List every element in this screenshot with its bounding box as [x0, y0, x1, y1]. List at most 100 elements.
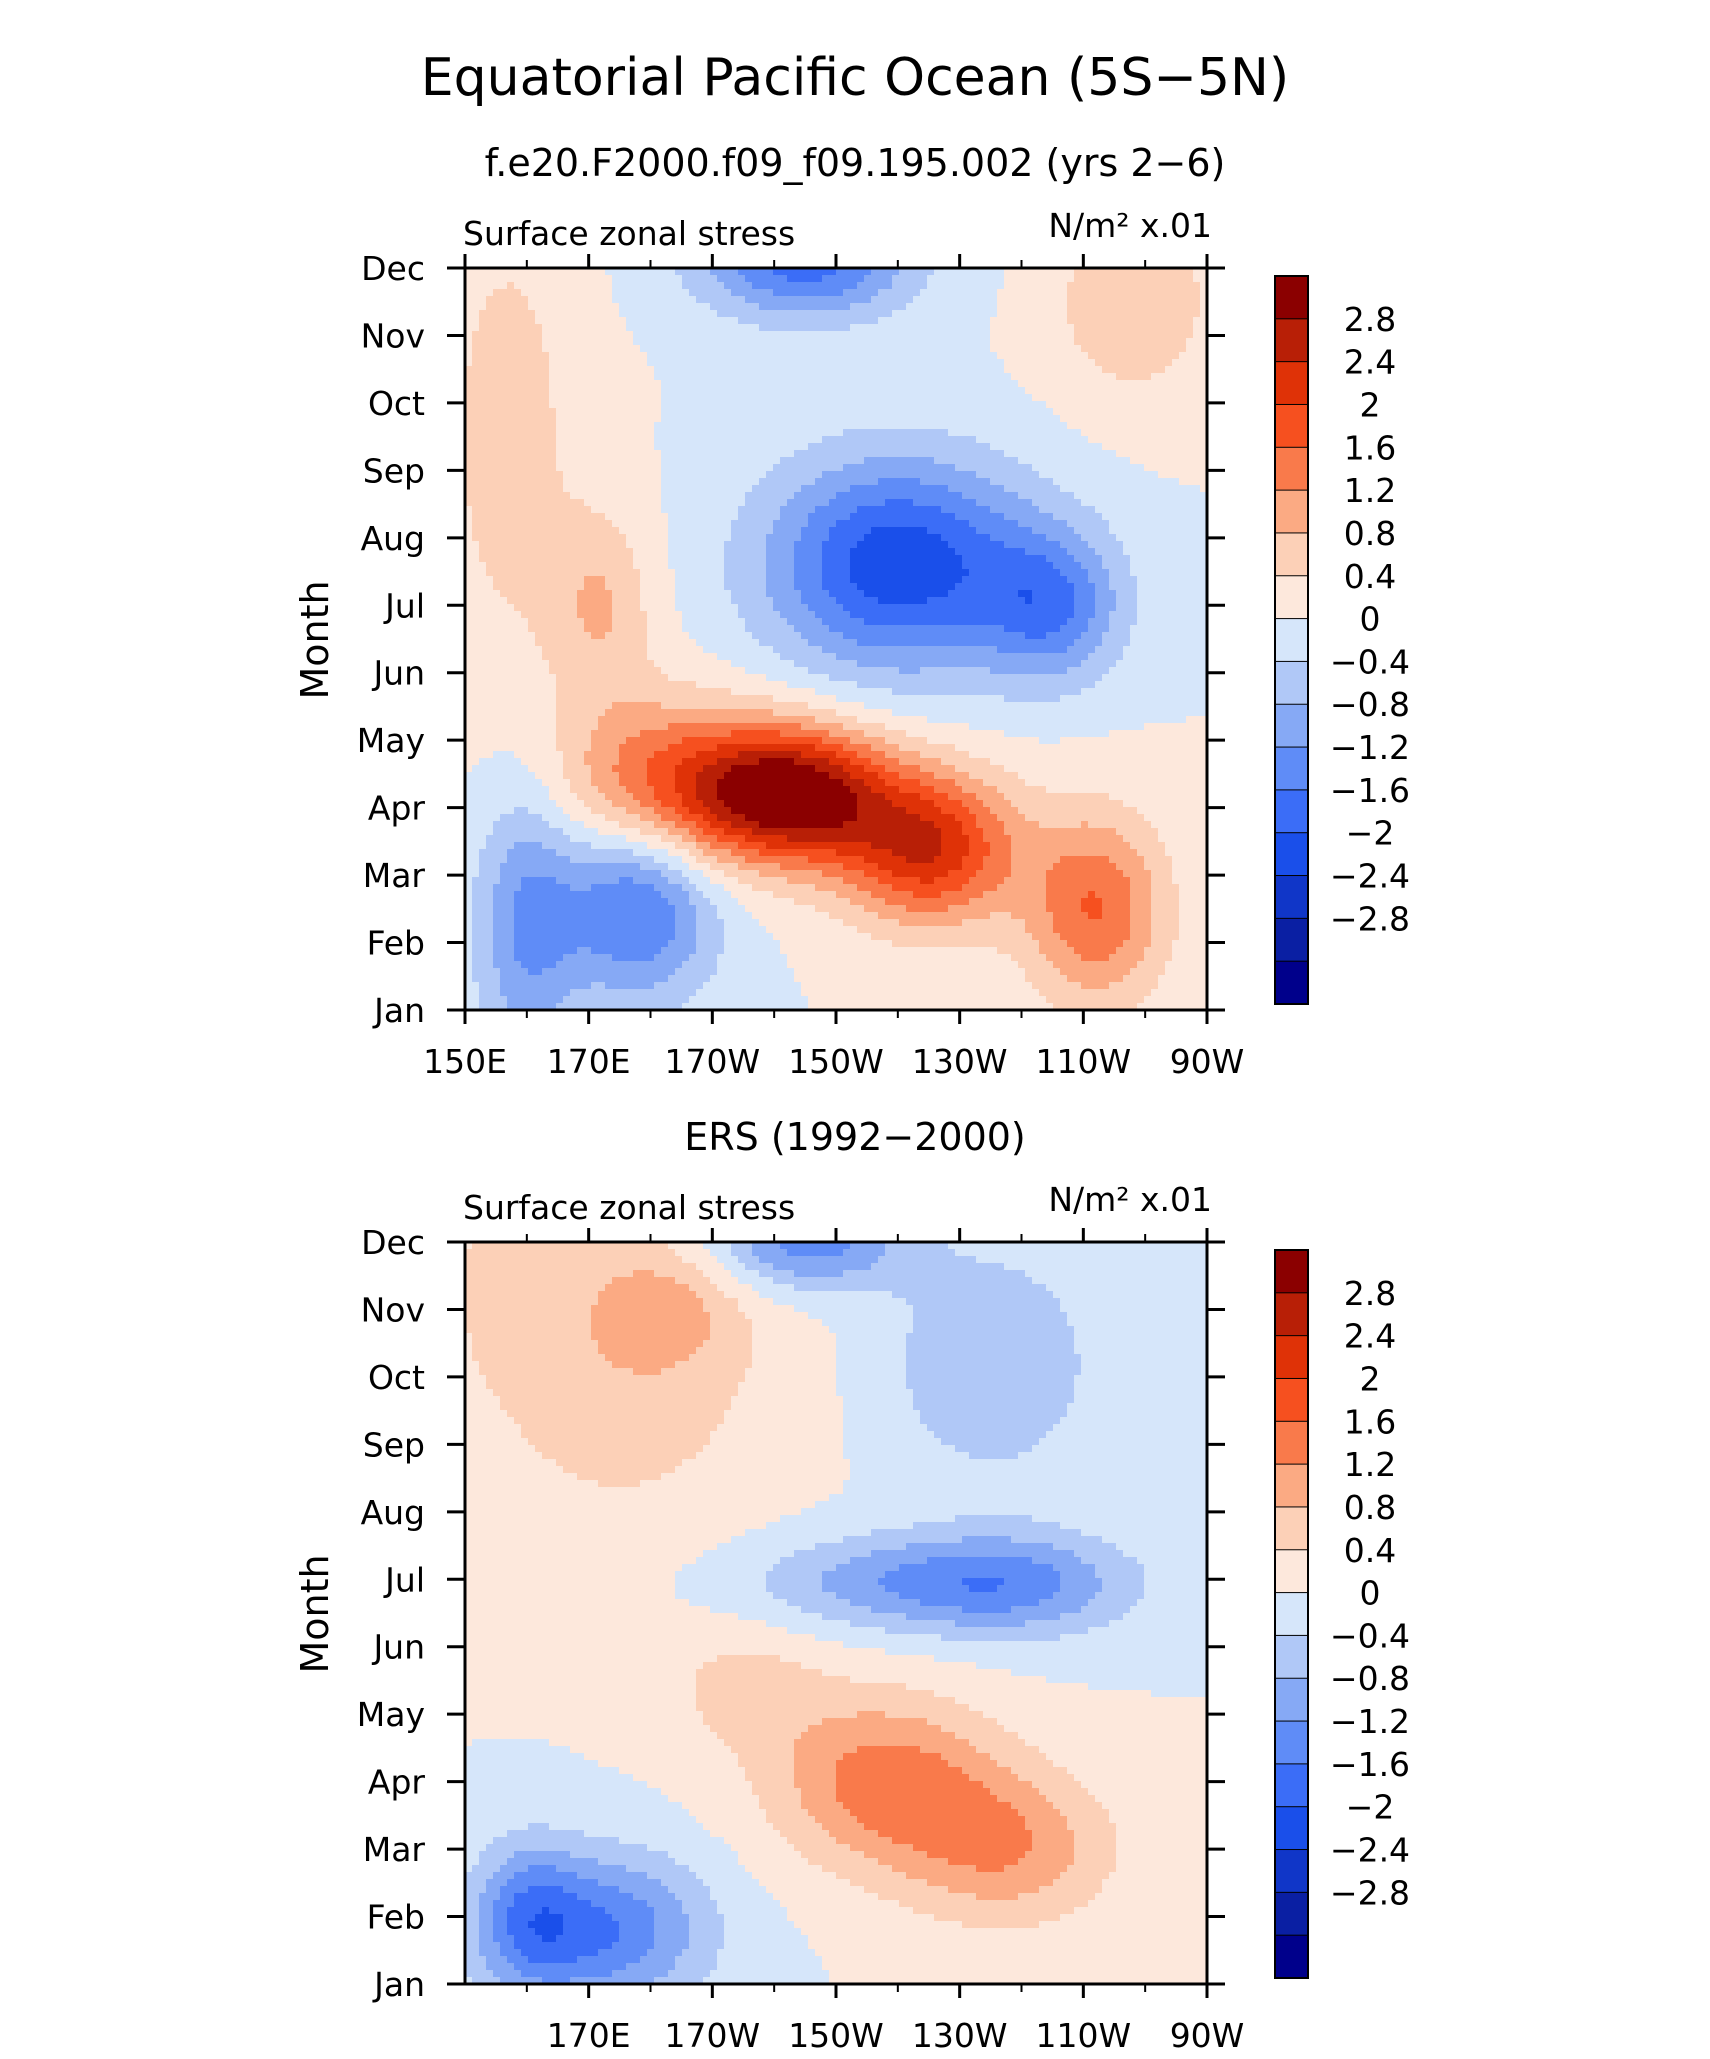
heatmap-cell	[549, 352, 557, 360]
heatmap-cell	[612, 478, 620, 486]
heatmap-cell	[1011, 387, 1019, 395]
heatmap-cell	[1109, 555, 1117, 563]
heatmap-cell	[850, 289, 858, 297]
heatmap-cell	[633, 534, 641, 542]
heatmap-cell	[906, 380, 914, 388]
heatmap-cell	[724, 380, 732, 388]
heatmap-cell	[703, 548, 711, 556]
heatmap-cell	[696, 520, 704, 528]
heatmap-cell	[1095, 555, 1103, 563]
heatmap-cell	[584, 387, 592, 395]
heatmap-cell	[577, 450, 585, 458]
heatmap-cell	[1011, 583, 1019, 591]
heatmap-cell	[1067, 478, 1075, 486]
heatmap-cell	[843, 289, 851, 297]
heatmap-cell	[1032, 520, 1040, 528]
heatmap-cell	[752, 527, 760, 535]
heatmap-cell	[941, 296, 949, 304]
heatmap-cell	[1067, 506, 1075, 514]
heatmap-cell	[906, 534, 914, 542]
heatmap-cell	[675, 464, 683, 472]
heatmap-cell	[1074, 401, 1082, 409]
heatmap-cell	[661, 345, 669, 353]
heatmap-cell	[1074, 436, 1082, 444]
heatmap-cell	[899, 450, 907, 458]
heatmap-cell	[605, 317, 613, 325]
heatmap-cell	[717, 366, 725, 374]
heatmap-cell	[1158, 513, 1166, 521]
heatmap-cell	[906, 296, 914, 304]
heatmap-cell	[885, 275, 893, 283]
heatmap-cell	[633, 576, 641, 584]
heatmap-cell	[1067, 331, 1075, 339]
heatmap-cell	[591, 282, 599, 290]
heatmap-cell	[815, 562, 823, 570]
heatmap-cell	[899, 541, 907, 549]
heatmap-cell	[542, 338, 550, 346]
heatmap-cell	[738, 366, 746, 374]
heatmap-cell	[885, 534, 893, 542]
heatmap-cell	[857, 506, 865, 514]
heatmap-cell	[598, 443, 606, 451]
heatmap-cell	[1074, 548, 1082, 556]
heatmap-cell	[948, 359, 956, 367]
heatmap-cell	[1032, 317, 1040, 325]
heatmap-cell	[927, 457, 935, 465]
heatmap-cell	[1144, 324, 1152, 332]
heatmap-cell	[577, 359, 585, 367]
heatmap-cell	[766, 534, 774, 542]
heatmap-cell	[850, 282, 858, 290]
heatmap-cell	[577, 338, 585, 346]
heatmap-cell	[703, 275, 711, 283]
heatmap-cell	[836, 310, 844, 318]
heatmap-cell	[1193, 485, 1201, 493]
heatmap-cell	[1123, 520, 1131, 528]
heatmap-cell	[899, 415, 907, 423]
heatmap-cell	[1053, 506, 1061, 514]
heatmap-cell	[857, 401, 865, 409]
heatmap-cell	[633, 548, 641, 556]
heatmap-cell	[759, 527, 767, 535]
heatmap-cell	[626, 478, 634, 486]
heatmap-cell	[1179, 268, 1187, 276]
heatmap-cell	[773, 541, 781, 549]
heatmap-cell	[836, 555, 844, 563]
heatmap-cell	[927, 492, 935, 500]
heatmap-cell	[1109, 457, 1117, 465]
heatmap-cell	[703, 436, 711, 444]
heatmap-cell	[864, 303, 872, 311]
heatmap-cell	[948, 401, 956, 409]
heatmap-cell	[836, 401, 844, 409]
heatmap-cell	[514, 359, 522, 367]
heatmap-cell	[584, 275, 592, 283]
heatmap-cell	[703, 499, 711, 507]
heatmap-cell	[941, 338, 949, 346]
heatmap-cell	[549, 562, 557, 570]
heatmap-cell	[486, 317, 494, 325]
heatmap-cell	[1011, 576, 1019, 584]
heatmap-cell	[1144, 401, 1152, 409]
heatmap-cell	[731, 590, 739, 598]
heatmap-cell	[710, 527, 718, 535]
heatmap-cell	[591, 338, 599, 346]
heatmap-cell	[1046, 527, 1054, 535]
heatmap-cell	[1088, 310, 1096, 318]
heatmap-cell	[689, 492, 697, 500]
heatmap-cell	[976, 576, 984, 584]
heatmap-cell	[815, 485, 823, 493]
heatmap-cell	[941, 359, 949, 367]
heatmap-cell	[682, 324, 690, 332]
heatmap-cell	[906, 408, 914, 416]
heatmap-cell	[745, 408, 753, 416]
heatmap-cell	[871, 562, 879, 570]
heatmap-cell	[549, 373, 557, 381]
heatmap-cell	[710, 345, 718, 353]
heatmap-cell	[1067, 457, 1075, 465]
heatmap-cell	[1193, 289, 1201, 297]
heatmap-cell	[542, 541, 550, 549]
heatmap-cell	[1130, 436, 1138, 444]
heatmap-cell	[493, 464, 501, 472]
heatmap-cell	[612, 450, 620, 458]
heatmap-cell	[801, 583, 809, 591]
heatmap-cell	[843, 275, 851, 283]
